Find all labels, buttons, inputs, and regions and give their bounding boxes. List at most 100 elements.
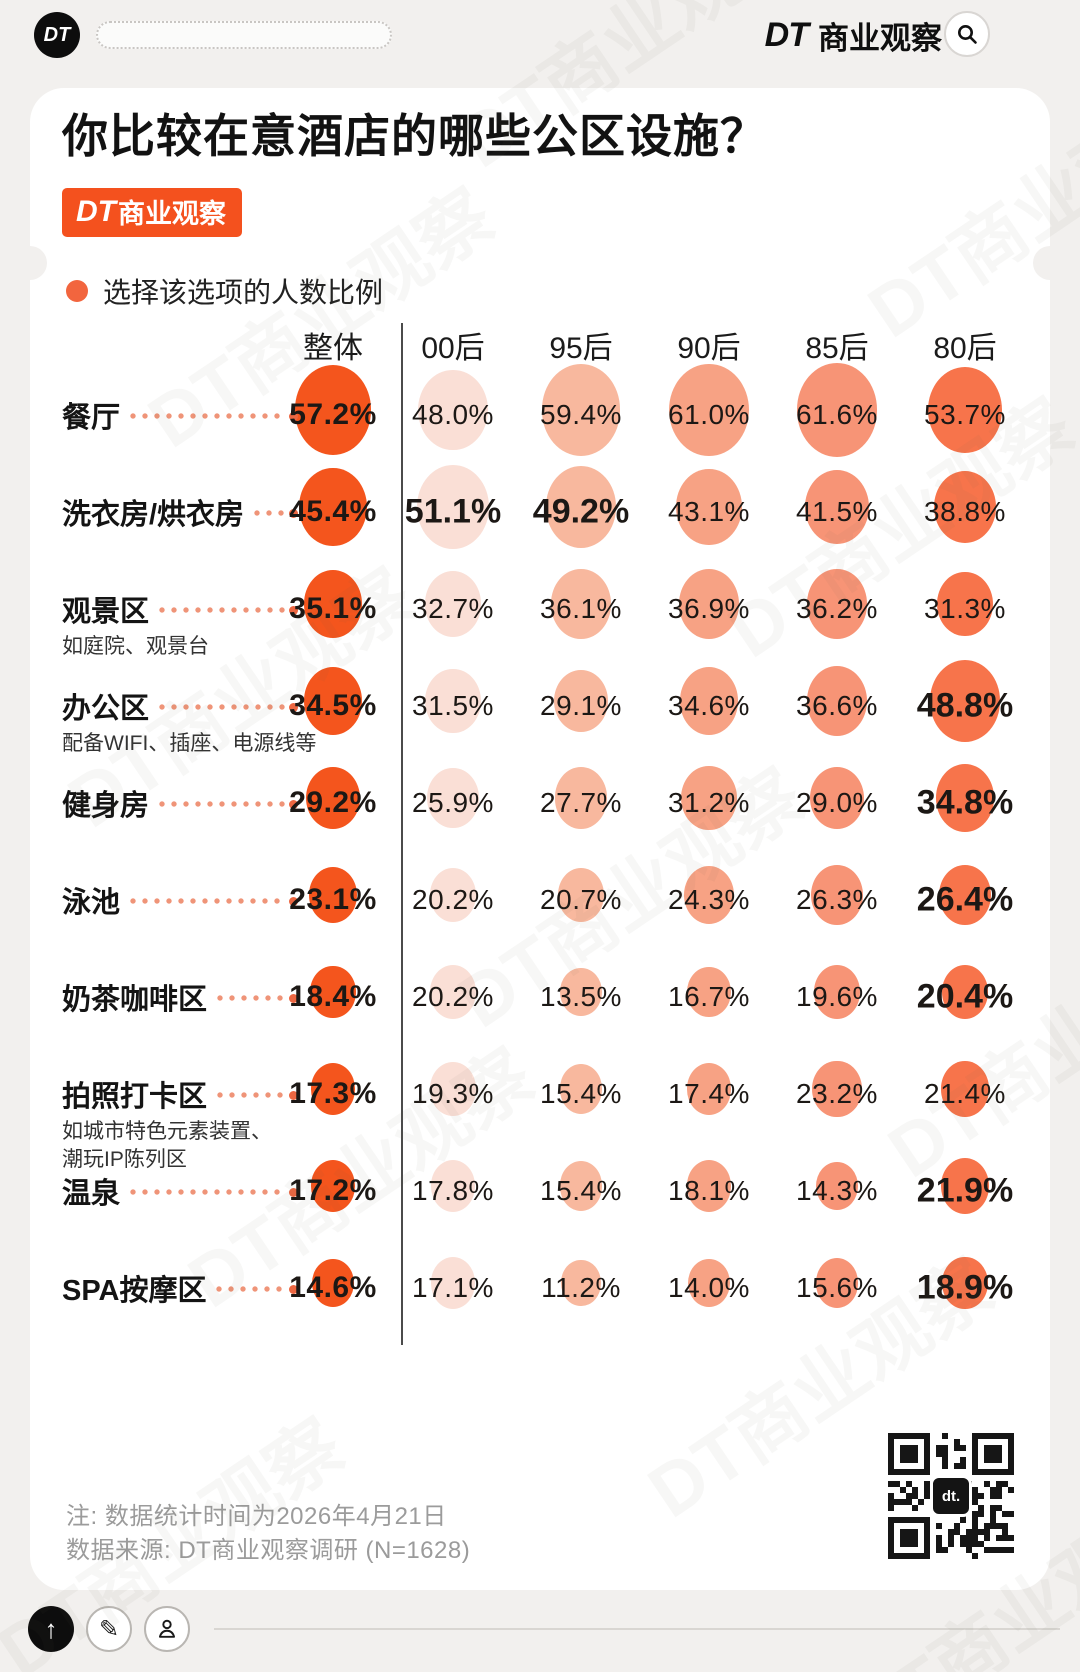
bubble bbox=[941, 1061, 989, 1117]
search-button[interactable] bbox=[944, 11, 990, 57]
search-icon bbox=[958, 25, 977, 44]
row-label: 观景区 bbox=[62, 586, 298, 632]
column-divider bbox=[401, 323, 403, 1345]
row-label: 温泉 bbox=[62, 1168, 298, 1214]
dt-logo-text: DT bbox=[43, 23, 71, 46]
note-line-2: 数据来源: DT商业观察调研 (N=1628) bbox=[66, 1537, 471, 1564]
bubble bbox=[941, 1158, 989, 1214]
row-label: 办公区 bbox=[62, 683, 298, 729]
row-label: 泳池 bbox=[62, 877, 298, 923]
percent-value: 51.1% bbox=[404, 492, 502, 531]
bubble bbox=[561, 1260, 601, 1306]
percent-value: 49.2% bbox=[532, 492, 630, 531]
percent-value: 32.7% bbox=[412, 593, 494, 624]
dotted-leader bbox=[217, 1092, 285, 1098]
leader-end-dot bbox=[289, 1090, 298, 1100]
dotted-leader bbox=[217, 995, 285, 1001]
column-header: 95后 bbox=[549, 332, 613, 365]
row-sublabel: 如庭院、观景台 bbox=[62, 635, 209, 658]
row-label: 餐厅 bbox=[62, 392, 298, 438]
percent-value: 35.1% bbox=[289, 592, 377, 625]
bubble bbox=[429, 964, 477, 1019]
percent-value: 21.4% bbox=[924, 1078, 1006, 1109]
bubble bbox=[554, 669, 608, 733]
percent-value: 19.6% bbox=[796, 981, 878, 1012]
row-label: 奶茶咖啡区 bbox=[62, 974, 298, 1020]
bubble bbox=[939, 865, 991, 925]
search-input[interactable] bbox=[96, 21, 392, 49]
percent-value: 36.1% bbox=[540, 593, 622, 624]
bubble bbox=[560, 968, 602, 1016]
bubble bbox=[812, 1060, 862, 1118]
watermark: DT商业观察 bbox=[443, 0, 818, 184]
column-header: 00后 bbox=[421, 332, 485, 365]
dotted-leader bbox=[130, 413, 285, 419]
bubble bbox=[429, 867, 477, 922]
percent-value: 18.9% bbox=[916, 1268, 1014, 1307]
bubble bbox=[541, 364, 621, 456]
badge-rest: 商业观察 bbox=[118, 199, 226, 229]
person-icon bbox=[158, 1619, 176, 1638]
percent-value: 14.0% bbox=[668, 1272, 750, 1303]
profile-button[interactable] bbox=[144, 1606, 190, 1652]
leader-end-dot bbox=[289, 896, 298, 906]
bubble bbox=[929, 660, 1000, 742]
bubble bbox=[545, 466, 617, 548]
qr-pattern bbox=[888, 1433, 1014, 1564]
percent-value: 24.3% bbox=[668, 884, 750, 915]
chart-legend: 选择该选项的人数比例 bbox=[66, 271, 383, 311]
dotted-leader bbox=[216, 1286, 285, 1292]
column-header: 80后 bbox=[933, 332, 997, 365]
row-label-text: 奶茶咖啡区 bbox=[62, 984, 208, 1016]
bubble bbox=[668, 363, 749, 457]
bubble bbox=[796, 363, 878, 457]
bubble bbox=[424, 571, 482, 637]
column-header: 整体 bbox=[303, 332, 363, 365]
percent-value: 31.2% bbox=[668, 787, 750, 818]
bubble bbox=[312, 1258, 354, 1308]
percent-value: 48.0% bbox=[412, 399, 494, 430]
bubble bbox=[804, 469, 869, 545]
bubble bbox=[676, 469, 742, 545]
bubble bbox=[942, 1256, 988, 1310]
row-label-text: 拍照打卡区 bbox=[62, 1081, 208, 1113]
ticket-notch-right bbox=[1033, 246, 1067, 280]
bubble bbox=[310, 965, 356, 1019]
percent-value: 21.9% bbox=[916, 1171, 1014, 1210]
bubble bbox=[934, 471, 996, 543]
bubble bbox=[430, 1257, 475, 1309]
dotted-leader bbox=[159, 704, 285, 710]
percent-value: 15.4% bbox=[540, 1175, 622, 1206]
percent-value: 23.1% bbox=[289, 883, 377, 916]
bubble bbox=[417, 465, 489, 549]
percent-value: 19.3% bbox=[412, 1078, 494, 1109]
bubble bbox=[559, 1064, 603, 1114]
leader-end-dot bbox=[289, 1187, 298, 1197]
qr-center-logo: dt. bbox=[930, 1475, 972, 1517]
percent-value: 20.7% bbox=[540, 884, 622, 915]
percent-value: 18.4% bbox=[289, 980, 377, 1013]
percent-value: 26.3% bbox=[796, 884, 878, 915]
bubble bbox=[937, 571, 993, 637]
percent-value: 41.5% bbox=[796, 496, 878, 527]
percent-value: 14.3% bbox=[796, 1175, 878, 1206]
brand-rest: 商业观察 bbox=[818, 20, 942, 56]
watermark: DT商业观察 bbox=[873, 903, 1080, 1194]
scroll-top-button[interactable]: ↑ bbox=[28, 1606, 74, 1652]
percent-value: 11.2% bbox=[541, 1272, 621, 1303]
up-arrow-icon: ↑ bbox=[44, 1613, 58, 1644]
dotted-leader bbox=[130, 1189, 285, 1195]
leader-end-dot bbox=[289, 411, 298, 421]
leader-end-dot bbox=[289, 1284, 298, 1294]
brand-logo: DT 商业观察 bbox=[765, 13, 942, 57]
footer-divider bbox=[214, 1628, 1060, 1630]
percent-value: 29.0% bbox=[796, 787, 878, 818]
row-label-text: 温泉 bbox=[62, 1178, 121, 1210]
edit-button[interactable]: ✎ bbox=[86, 1606, 132, 1652]
row-sublabel: 潮玩IP陈列区 bbox=[62, 1148, 187, 1171]
percent-value: 36.2% bbox=[796, 593, 878, 624]
percent-value: 15.6% bbox=[796, 1272, 878, 1303]
bubble bbox=[551, 569, 611, 639]
